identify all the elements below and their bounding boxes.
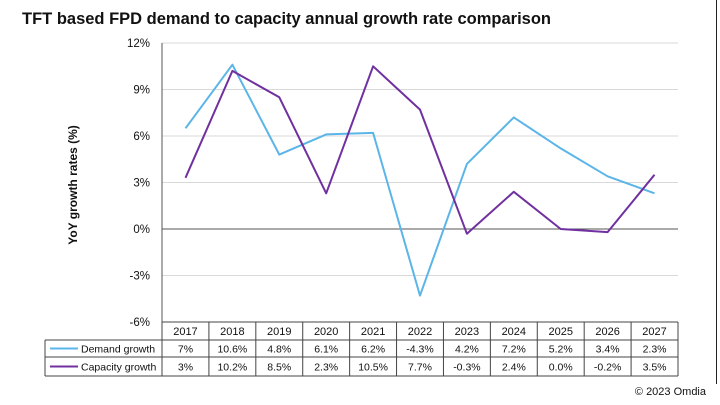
- legend-label: Capacity growth: [81, 362, 156, 374]
- y-tick-label: -3%: [130, 271, 150, 283]
- data-label: -0.2%: [594, 362, 621, 374]
- y-tick-label: -6%: [130, 317, 150, 329]
- y-tick-label: 6%: [133, 131, 150, 143]
- data-label: 6.1%: [314, 344, 338, 356]
- data-label: 2.3%: [314, 362, 338, 374]
- data-label: 10.5%: [358, 362, 388, 374]
- data-label: 0.0%: [549, 362, 573, 374]
- x-tick-label: 2021: [361, 326, 385, 338]
- data-label: 4.8%: [267, 344, 291, 356]
- data-label: 7%: [178, 344, 193, 356]
- series-line: [184, 65, 656, 235]
- data-label: 2.4%: [502, 362, 526, 374]
- y-tick-label: 9%: [133, 85, 150, 97]
- y-tick-label: 3%: [133, 178, 150, 190]
- x-tick-label: 2024: [502, 326, 526, 338]
- x-tick-label: 2020: [314, 326, 338, 338]
- data-label: 2.3%: [643, 344, 667, 356]
- legend-label: Demand growth: [81, 344, 155, 356]
- frame-edge: [716, 0, 717, 384]
- data-label: -4.3%: [406, 344, 433, 356]
- data-label: 7.7%: [408, 362, 432, 374]
- gridlines: [161, 42, 678, 323]
- x-tick-label: 2019: [267, 326, 291, 338]
- series-line: [184, 63, 655, 297]
- data-label: 10.6%: [217, 344, 247, 356]
- data-label: 7.2%: [502, 344, 526, 356]
- x-tick-label: 2026: [595, 326, 619, 338]
- data-label: 8.5%: [267, 362, 291, 374]
- data-label: -0.3%: [453, 362, 480, 374]
- data-table: 2017 2018 2019 2020 2021 2022 2023 2024 2025 2026…: [44, 321, 679, 377]
- x-tick-label: 2017: [173, 326, 197, 338]
- y-tick-label: 12%: [127, 38, 150, 50]
- x-tick-label: 2023: [455, 326, 479, 338]
- data-label: 6.2%: [361, 344, 385, 356]
- data-label: 10.2%: [217, 362, 247, 374]
- data-label: 5.2%: [549, 344, 573, 356]
- data-label: 4.2%: [455, 344, 479, 356]
- series-lines: [184, 63, 656, 297]
- data-label: 3%: [178, 362, 193, 374]
- data-label: 3.5%: [643, 362, 667, 374]
- x-tick-label: 2027: [642, 326, 666, 338]
- x-tick-label: 2025: [548, 326, 572, 338]
- y-tick-label: 0%: [133, 224, 150, 236]
- copyright: © 2023 Omdia: [634, 386, 706, 398]
- y-tick-labels: 12% 9% 6% 3% 0% -3% -6%: [127, 38, 150, 329]
- chart-title: TFT based FPD demand to capacity annual …: [22, 10, 552, 28]
- x-tick-label: 2018: [220, 326, 244, 338]
- x-tick-label: 2022: [408, 326, 432, 338]
- data-label: 3.4%: [596, 344, 620, 356]
